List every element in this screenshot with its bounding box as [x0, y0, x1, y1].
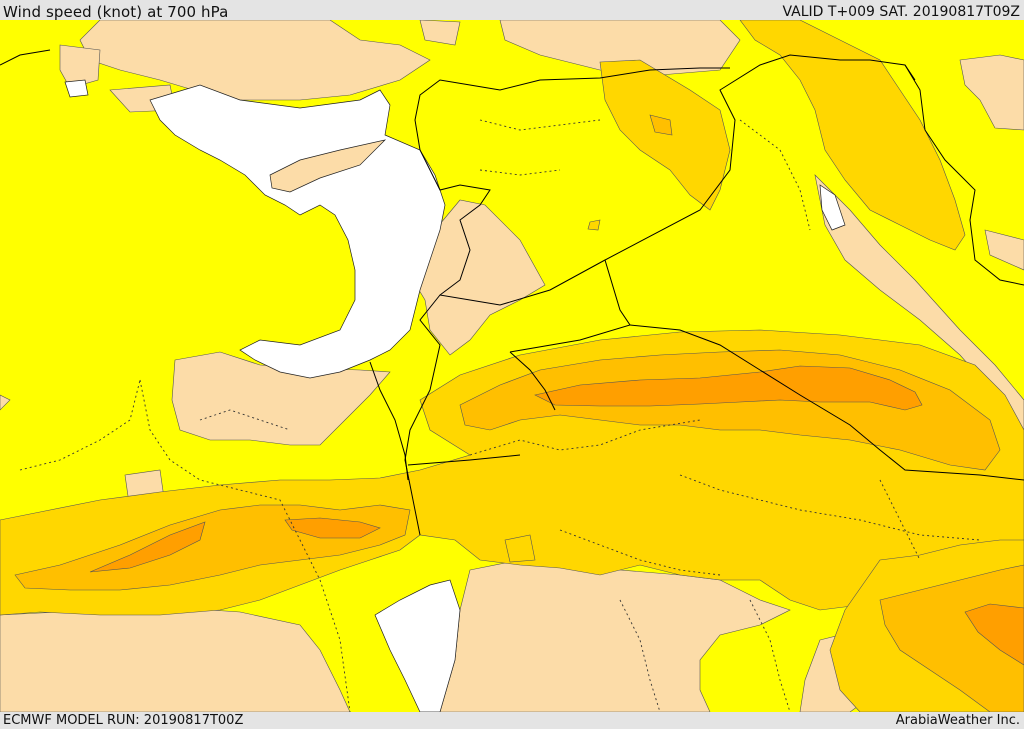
- wind-speed-map[interactable]: [0, 20, 1024, 712]
- model-run-label: ECMWF MODEL RUN: 20190817T00Z: [3, 713, 244, 728]
- sea-areas: [64, 79, 846, 712]
- credit-label: ArabiaWeather Inc.: [895, 713, 1020, 728]
- provincial-boundaries: [19, 119, 981, 712]
- map-title: Wind speed (knot) at 700 hPa: [3, 3, 229, 21]
- country-borders: [0, 49, 1024, 536]
- stronger-wind-areas: [89, 365, 1024, 666]
- calm-wind-areas: [0, 20, 1024, 712]
- valid-time-label: VALID T+009 SAT. 20190817T09Z: [782, 4, 1020, 20]
- footer-bar: ECMWF MODEL RUN: 20190817T00Z ArabiaWeat…: [0, 712, 1024, 729]
- map-canvas: [0, 20, 1024, 712]
- header-bar: Wind speed (knot) at 700 hPa VALID T+009…: [0, 0, 1024, 21]
